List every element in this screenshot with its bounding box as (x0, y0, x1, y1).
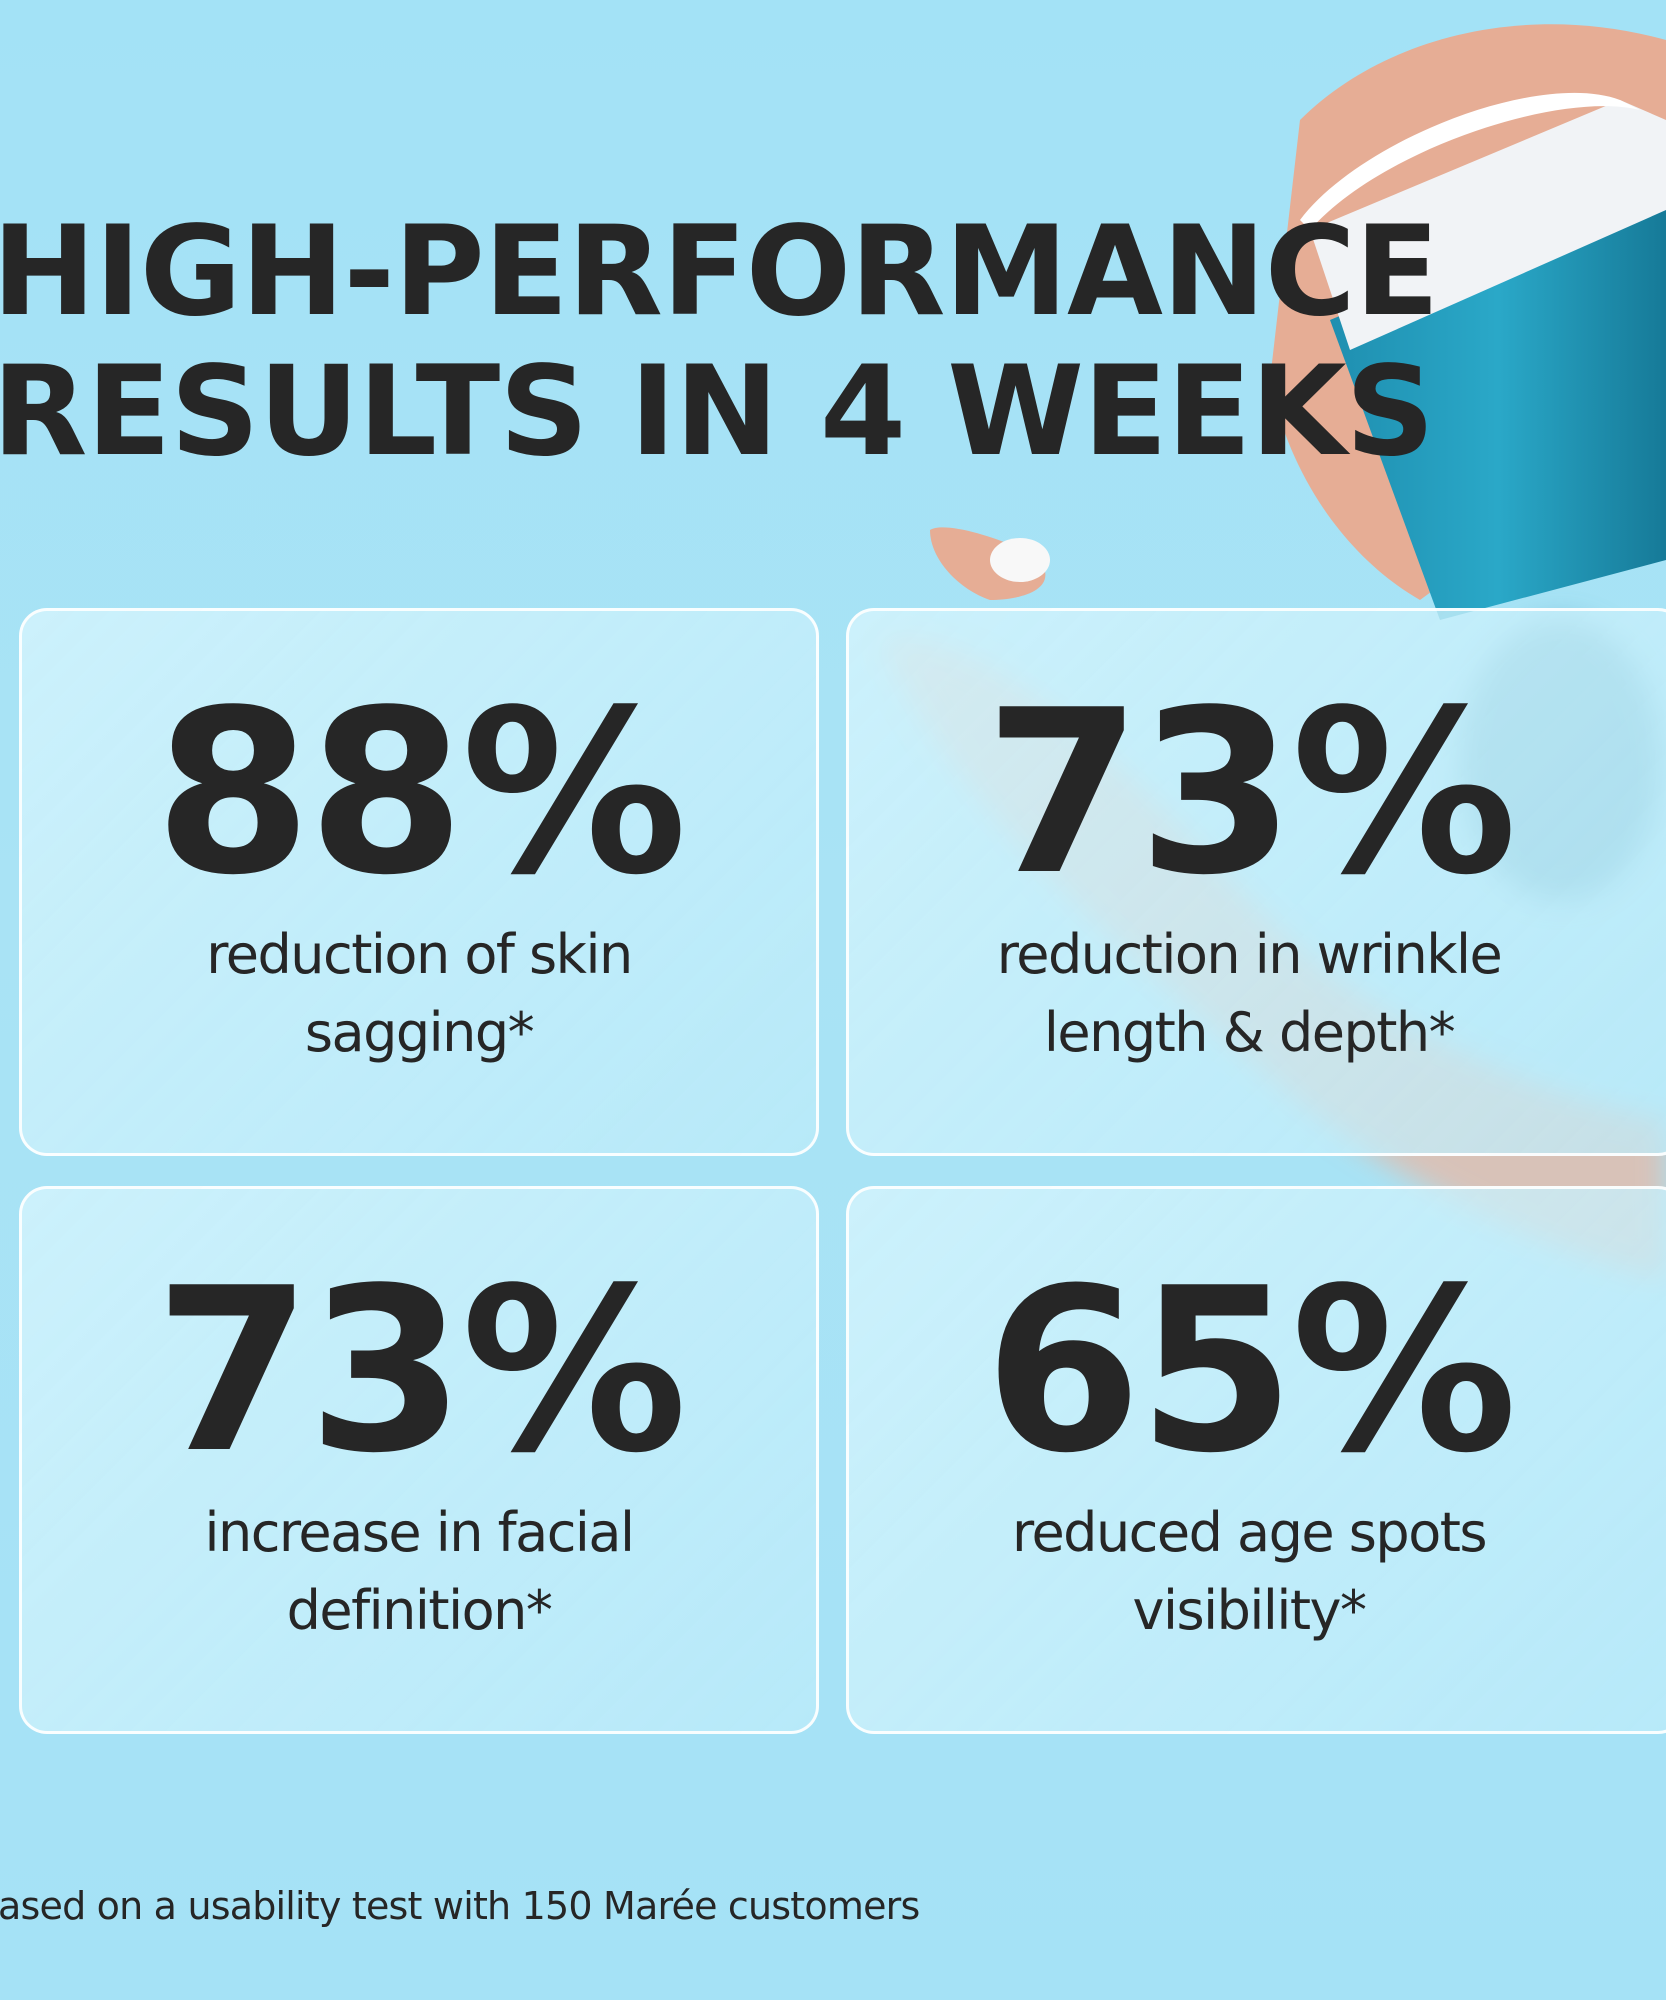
stat-label: increase in facial definition* (22, 1494, 816, 1650)
stat-value: 88% (154, 662, 688, 925)
stat-label-line: length & depth* (1043, 1001, 1456, 1064)
headline-line: HIGH-PERFORMANCE (0, 200, 1439, 344)
stat-card: 88% reduction of skin sagging* (19, 608, 819, 1156)
stat-value: 73% (154, 1240, 688, 1503)
headline-line: RESULTS IN 4 WEEKS (0, 340, 1435, 484)
stat-label-line: visibility* (1132, 1579, 1367, 1642)
stat-card: 73% reduction in wrinkle length & depth* (846, 608, 1666, 1156)
stat-value: 65% (984, 1240, 1518, 1503)
stat-card: 73% increase in facial definition* (19, 1186, 819, 1734)
stat-label-line: reduction of skin (206, 923, 633, 986)
stat-label-line: increase in facial (204, 1501, 635, 1564)
stat-label-line: reduction in wrinkle (996, 923, 1503, 986)
stat-card: 65% reduced age spots visibility* (846, 1186, 1666, 1734)
stat-label-line: sagging* (304, 1001, 535, 1064)
stat-value: 73% (984, 662, 1518, 925)
stat-label: reduced age spots visibility* (849, 1494, 1649, 1650)
stat-label-line: reduced age spots (1011, 1501, 1488, 1564)
stat-label: reduction of skin sagging* (22, 916, 816, 1072)
stat-label-line: definition* (286, 1579, 553, 1642)
footnote: ased on a usability test with 150 Marée … (0, 1884, 920, 1928)
stat-label: reduction in wrinkle length & depth* (849, 916, 1649, 1072)
